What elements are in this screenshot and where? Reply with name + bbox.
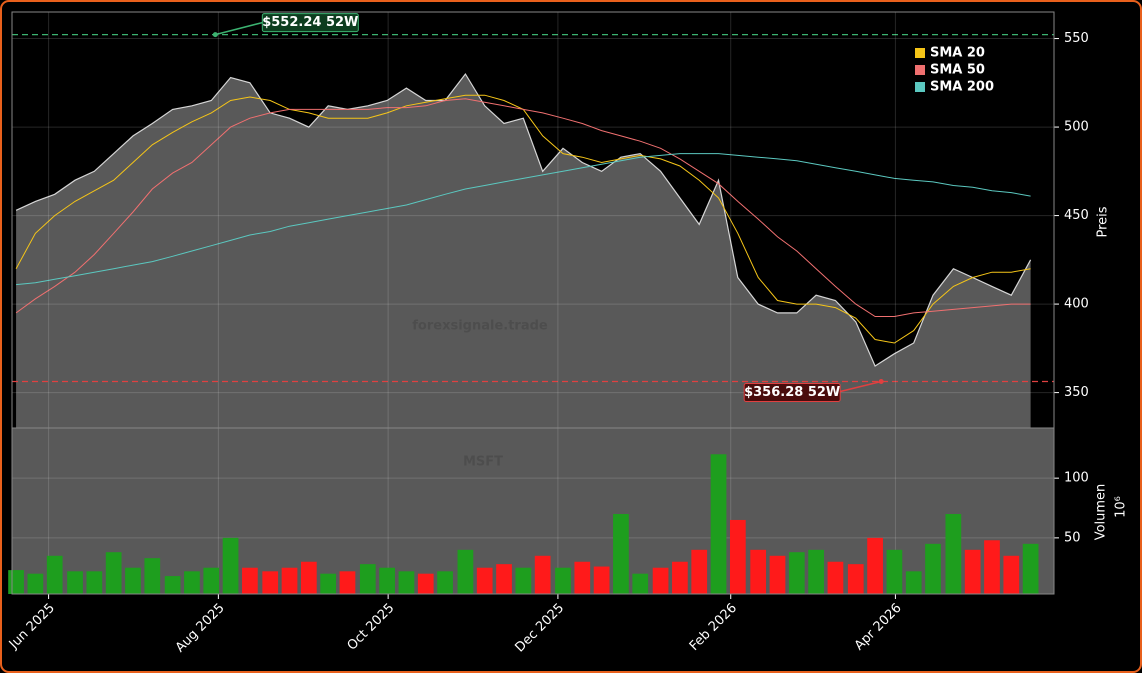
sma-line [16,153,1031,286]
volume-bar [750,549,767,594]
y-tick-label: 500 [1064,120,1089,135]
volume-bar [827,561,844,594]
volume-bar [144,558,161,594]
watermark: forexsignale.trade [412,319,548,334]
volume-bar [593,566,610,594]
volume-bar [652,567,669,594]
volume-bar [769,555,786,594]
volume-bar [886,549,903,594]
volume-bar [398,571,415,594]
volume-bar [1022,543,1039,594]
volume-bar [964,549,981,594]
volume-bar [125,567,141,594]
volume-bar [984,540,1000,594]
volume-bar [847,564,864,594]
annotation-label: $356.28 52W [744,385,840,400]
volume-bar [945,513,962,594]
volume-bar [808,549,824,594]
volume-bar [672,561,688,594]
watermark: MSFT [463,455,503,470]
volume-bar [359,564,376,594]
volume-bar [27,573,44,594]
volume-bar [729,519,746,594]
volume-bar [242,567,258,594]
volume-bar [203,567,220,594]
volume-bar [710,454,727,594]
volume-bar [925,543,941,594]
legend-label: SMA 20 [930,46,985,61]
volume-bar [339,571,356,594]
volume-bar [86,571,103,594]
y-tick-label: 100 [1064,471,1089,486]
volume-bar [476,567,493,594]
annotation-point [212,32,218,38]
volume-bar [417,573,434,594]
annotation-box [743,382,841,402]
volume-bar [46,555,63,594]
annotation-label: $552.24 52W [262,15,358,30]
volume-bar [534,555,551,594]
volume-bar [905,571,922,594]
volume-bar [262,571,279,594]
legend-swatch [915,48,925,58]
volume-bar [691,549,708,594]
volume-bar [1003,555,1020,594]
volume-bar [281,567,298,594]
volume-bar [164,576,181,594]
volume-bar [300,561,317,594]
y-axis-label: Preis [1096,206,1111,237]
volume-bar [555,567,571,594]
legend-swatch [915,82,925,92]
y-tick-label: 400 [1064,297,1089,312]
volume-bar [457,549,474,594]
price-area [16,74,1031,428]
y-axis-unit: 10⁶ [1114,496,1129,518]
price-line [15,72,1032,367]
volume-bar [379,567,395,594]
annotation-point [878,378,884,384]
volume-bar [8,570,24,594]
y-tick-label: 350 [1064,385,1089,400]
plot-border [11,11,1055,595]
volume-bar [788,552,805,594]
sma-line [15,98,1031,317]
volume-bar [515,567,532,594]
volume-bar [867,537,883,594]
volume-bar [222,537,239,594]
volume-bar [320,573,337,594]
y-tick-label: 450 [1064,208,1089,223]
volume-bar [632,573,649,594]
volume-bar [105,552,122,594]
annotation-arrow [836,380,882,394]
volume-bar [574,561,591,594]
volume-bar [184,571,200,594]
legend-label: SMA 50 [930,63,985,78]
legend-label: SMA 200 [930,80,994,95]
legend-swatch [915,65,925,75]
annotation-box [261,13,359,33]
volume-bar [67,571,83,594]
y-tick-label: 550 [1064,31,1089,46]
y-axis-label: Volumen [1094,484,1109,541]
volume-bar [496,564,512,594]
volume-bar [437,571,453,594]
y-tick-label: 50 [1064,530,1081,545]
annotation-arrow [215,21,263,36]
volume-bar [613,513,629,594]
